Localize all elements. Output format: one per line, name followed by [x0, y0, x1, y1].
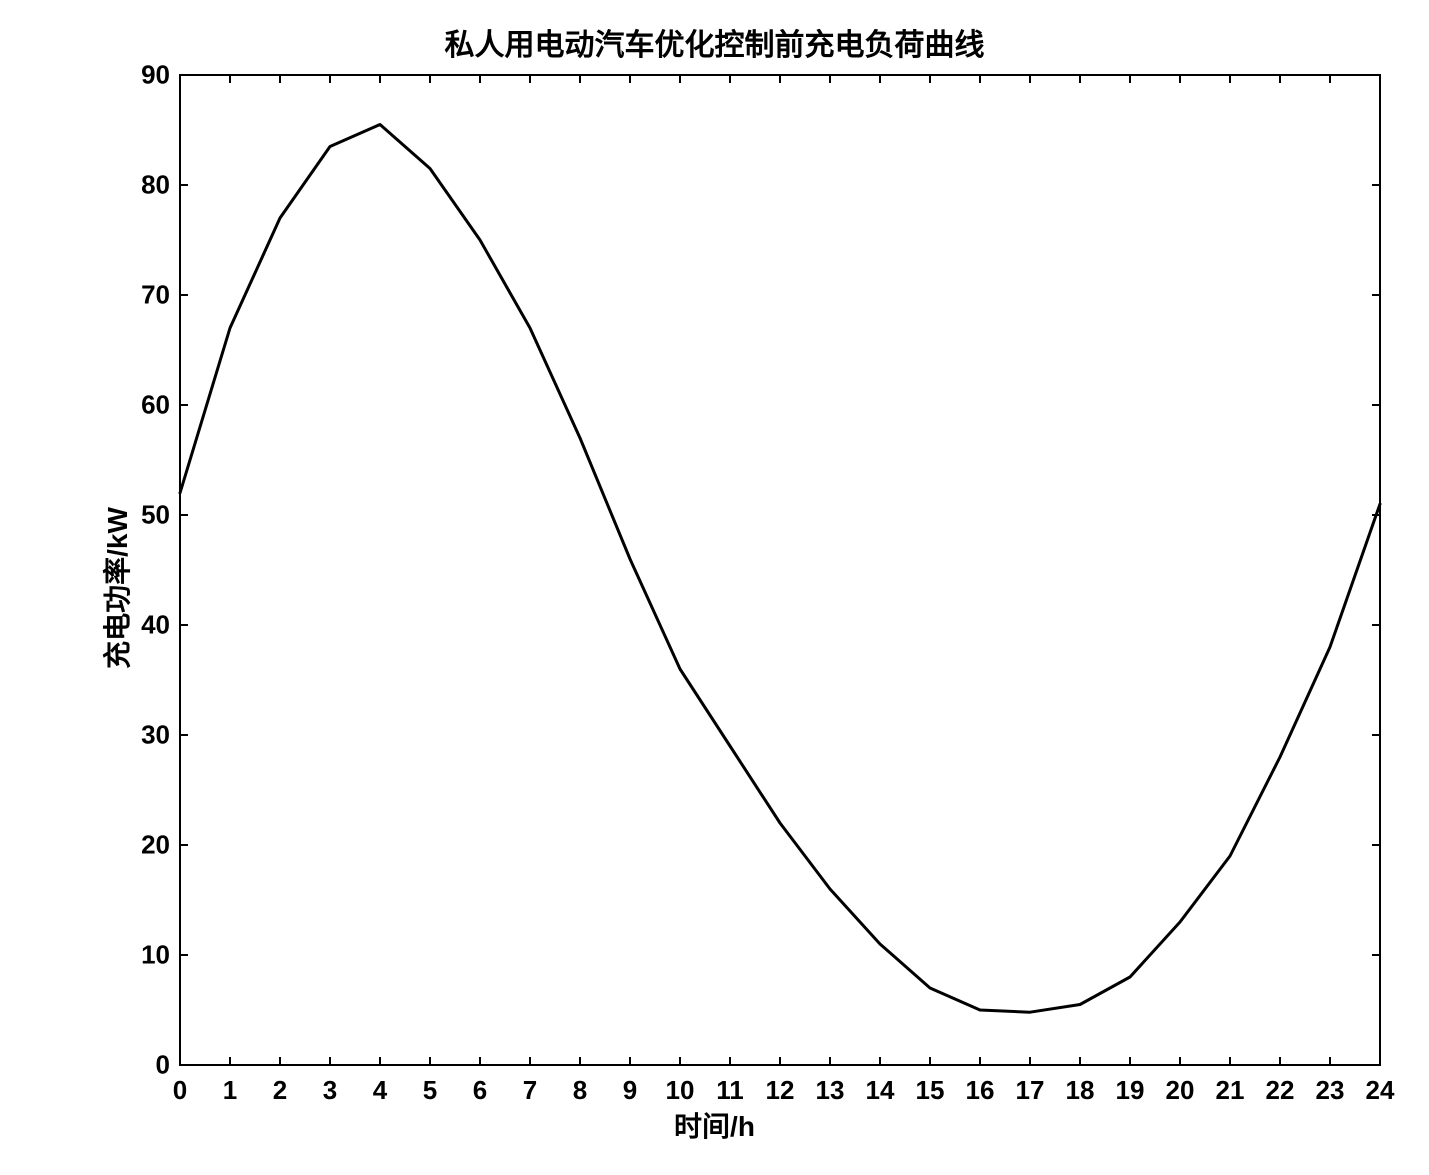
y-tick-label: 50 [141, 500, 170, 531]
y-tick-label: 60 [141, 390, 170, 421]
y-tick-label: 80 [141, 170, 170, 201]
chart-svg [180, 75, 1380, 1065]
y-tick-label: 70 [141, 280, 170, 311]
y-tick-label: 10 [141, 940, 170, 971]
chart-container: 私人用电动汽车优化控制前充电负荷曲线 充电功率/kW 时间/h 01234567… [0, 0, 1429, 1175]
y-axis-label: 充电功率/kW [96, 507, 136, 669]
y-tick-label: 90 [141, 60, 170, 91]
y-tick-label: 0 [156, 1050, 170, 1081]
x-axis-label: 时间/h [0, 1105, 1429, 1145]
plot-area: 0123456789101112131415161718192021222324… [180, 75, 1380, 1065]
chart-title: 私人用电动汽车优化控制前充电负荷曲线 [0, 20, 1429, 64]
y-tick-label: 40 [141, 610, 170, 641]
y-tick-label: 20 [141, 830, 170, 861]
y-tick-label: 30 [141, 720, 170, 751]
